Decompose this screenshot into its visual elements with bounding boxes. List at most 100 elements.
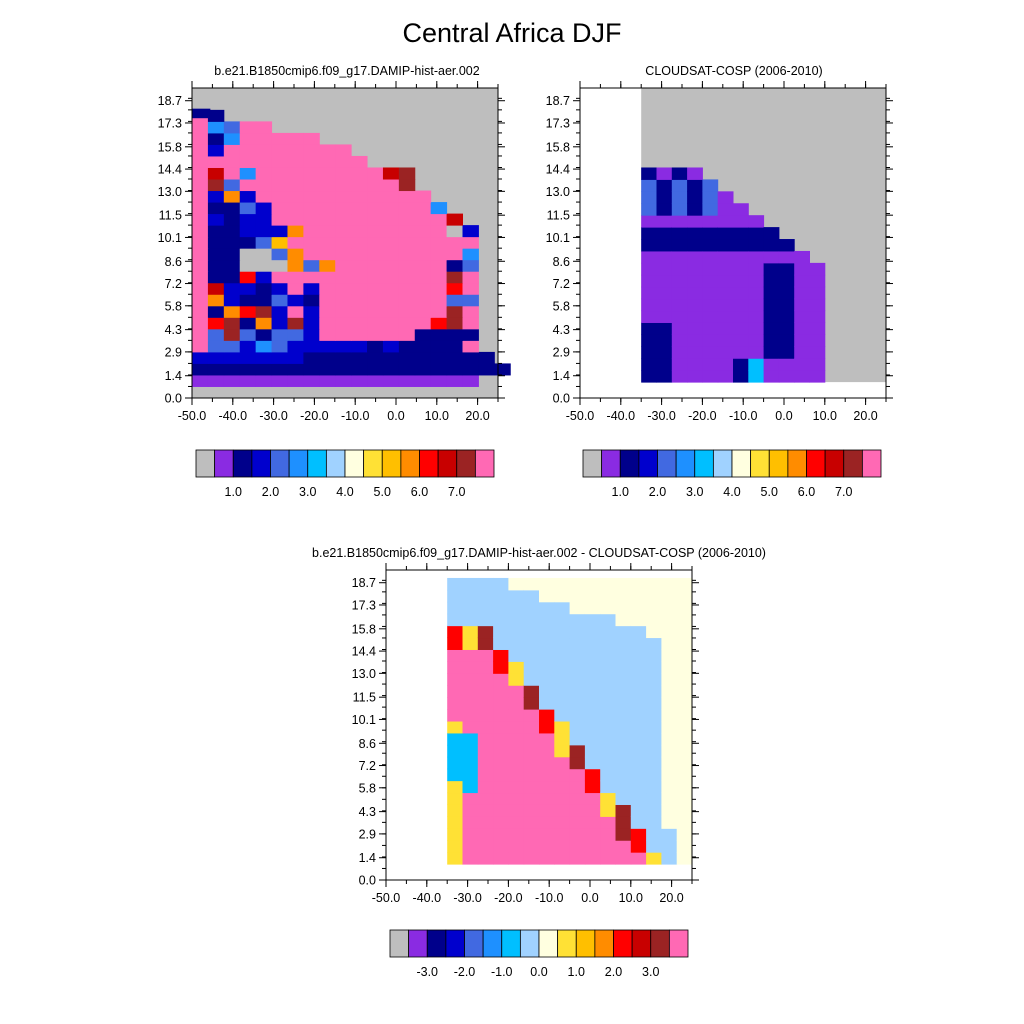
grid-cell xyxy=(733,203,749,216)
grid-cell xyxy=(523,625,540,639)
grid-cell xyxy=(641,191,657,204)
colorbar-swatch xyxy=(426,929,447,958)
grid-cell xyxy=(207,351,225,364)
grid-cell xyxy=(207,386,225,399)
grid-cell xyxy=(702,250,719,264)
grid-cell xyxy=(569,685,586,698)
grid-cell xyxy=(447,697,463,710)
grid-cell xyxy=(303,351,320,364)
grid-cell xyxy=(615,661,632,674)
grid-cell xyxy=(462,236,479,249)
grid-cell xyxy=(255,259,273,272)
grid-cell xyxy=(382,167,400,180)
grid-cell xyxy=(351,363,368,376)
grid-cell xyxy=(615,601,632,615)
grid-cell xyxy=(615,732,632,746)
grid-cell xyxy=(239,282,257,295)
grid-cell xyxy=(398,202,416,215)
grid-cell xyxy=(367,305,384,318)
grid-cell xyxy=(539,852,555,865)
grid-cell xyxy=(493,613,509,627)
grid-cell xyxy=(382,317,400,330)
grid-cell xyxy=(462,661,479,674)
grid-cell xyxy=(414,271,432,284)
grid-cell xyxy=(493,697,509,710)
grid-cell xyxy=(687,286,703,300)
grid-cell xyxy=(207,121,225,134)
grid-cell xyxy=(600,697,616,710)
grid-cell xyxy=(733,227,749,240)
grid-cell xyxy=(615,613,632,627)
grid-cell xyxy=(319,271,336,284)
grid-cell xyxy=(687,227,703,240)
grid-cell xyxy=(398,225,416,238)
grid-cell xyxy=(303,132,320,145)
colorbar-swatch xyxy=(843,449,863,478)
grid-cell xyxy=(569,697,586,710)
grid-cell xyxy=(287,282,304,295)
grid-cell xyxy=(462,840,479,853)
grid-cell xyxy=(615,577,632,591)
grid-cell xyxy=(717,227,734,240)
grid-cell xyxy=(763,274,780,288)
grid-cell xyxy=(367,386,384,399)
y-tick-label: 5.8 xyxy=(359,781,376,795)
grid-cell xyxy=(477,613,494,627)
grid-cell xyxy=(809,298,826,312)
grid-cell xyxy=(687,322,703,335)
grid-cell xyxy=(351,328,368,341)
grid-cell xyxy=(661,649,678,662)
colorbar: 1.0 2.0 3.0 4.0 5.0 6.0 7.0 xyxy=(582,449,882,499)
grid-cell xyxy=(671,322,688,335)
grid-cell xyxy=(646,709,662,722)
grid-cell xyxy=(687,203,703,216)
grid-cell xyxy=(539,613,555,627)
grid-cell xyxy=(398,282,416,295)
grid-cell xyxy=(630,828,647,841)
grid-cell xyxy=(207,179,225,192)
grid-cell xyxy=(809,334,826,347)
grid-cell xyxy=(661,661,678,674)
grid-cell xyxy=(600,792,616,805)
grid-cell xyxy=(687,346,703,359)
grid-cell xyxy=(335,259,352,272)
grid-cell xyxy=(462,637,479,650)
y-tick-label: 15.8 xyxy=(158,140,182,154)
grid-cell xyxy=(303,248,320,261)
grid-cell xyxy=(382,271,400,284)
grid-cell xyxy=(462,317,479,330)
x-tick-label: -30.0 xyxy=(453,891,482,905)
grid-cell xyxy=(287,374,304,387)
grid-cell xyxy=(303,374,320,387)
grid-cell xyxy=(303,271,320,284)
grid-cell xyxy=(778,250,795,264)
grid-cell xyxy=(255,305,273,318)
x-tick-label: -40.0 xyxy=(219,409,248,423)
grid-cell xyxy=(335,248,352,261)
grid-cell xyxy=(223,259,241,272)
grid-cell xyxy=(493,709,509,722)
grid-cell xyxy=(661,601,678,615)
grid-cell xyxy=(462,780,479,794)
grid-cell xyxy=(207,340,225,353)
grid-cell xyxy=(539,732,555,746)
grid-cell xyxy=(207,248,225,261)
grid-cell xyxy=(615,625,632,639)
grid-cell xyxy=(600,625,616,639)
grid-cell xyxy=(687,215,703,228)
grid-cell xyxy=(554,625,571,639)
grid-cell xyxy=(494,363,511,376)
grid-cell xyxy=(584,744,601,758)
grid-cell xyxy=(702,215,719,228)
grid-cell xyxy=(554,673,571,686)
grid-cell xyxy=(523,685,540,698)
grid-cell xyxy=(207,317,225,330)
grid-cell xyxy=(671,370,688,383)
grid-cell xyxy=(287,144,304,157)
grid-cell xyxy=(446,340,464,353)
grid-cell xyxy=(523,661,540,674)
grid-cell xyxy=(702,262,719,276)
grid-cell xyxy=(508,697,525,710)
grid-cell xyxy=(539,840,555,853)
grid-cell xyxy=(493,828,509,841)
